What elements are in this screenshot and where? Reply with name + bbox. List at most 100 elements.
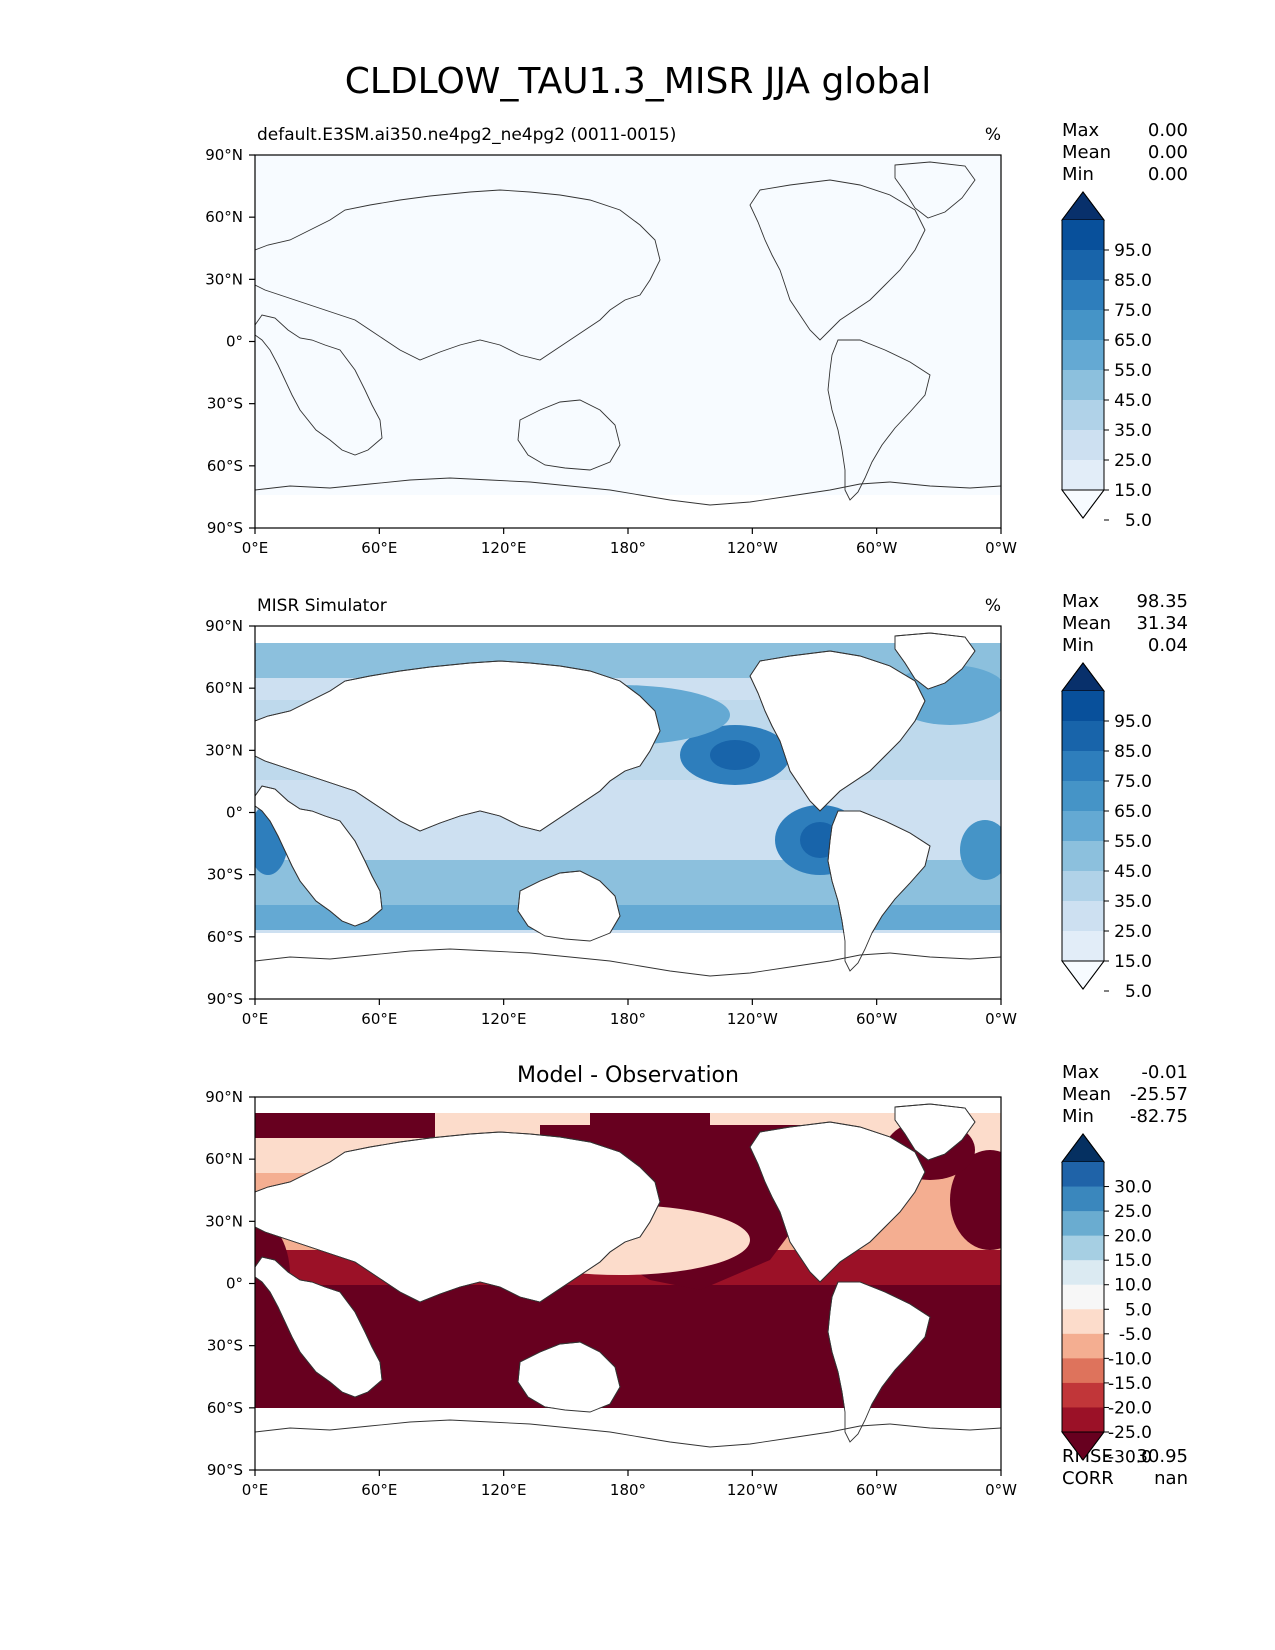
colorbar-extend-max bbox=[1061, 1133, 1105, 1163]
map-area bbox=[255, 1097, 1001, 1470]
y-tick-label: 30°N bbox=[205, 270, 243, 288]
colorbar-segment bbox=[1062, 1358, 1104, 1384]
y-tick-label: 30°N bbox=[205, 1212, 243, 1230]
x-tick-label: 60°W bbox=[856, 539, 898, 557]
stat-value-rmse: 30.95 bbox=[1136, 1446, 1188, 1467]
stat-value-min: -82.75 bbox=[1130, 1106, 1188, 1127]
colorbar-segment bbox=[1062, 370, 1104, 401]
colorbar-segment bbox=[1062, 220, 1104, 251]
x-tick-label: 180° bbox=[610, 1010, 646, 1028]
colorbar-tick-label: 85.0 bbox=[1114, 271, 1152, 291]
stats-block: Max -0.01 Mean -25.57 Min -82.75 RMSE 30… bbox=[1062, 1062, 1188, 1489]
x-tick-label: 120°W bbox=[727, 539, 778, 557]
colorbar-tick-label: 20.0 bbox=[1114, 1227, 1152, 1247]
colorbar-segment bbox=[1062, 310, 1104, 341]
x-tick-label: 120°W bbox=[727, 1481, 778, 1499]
x-tick-label: 180° bbox=[610, 1481, 646, 1499]
x-tick-label: 120°E bbox=[481, 539, 527, 557]
stat-label-mean: Mean bbox=[1062, 613, 1111, 634]
colorbar-tick-label: 95.0 bbox=[1114, 712, 1152, 732]
y-tick-label: 30°S bbox=[207, 1337, 243, 1355]
x-tick-label: 0°E bbox=[242, 1481, 269, 1499]
colorbar-tick-label: -20.0 bbox=[1108, 1398, 1152, 1418]
colorbar-segment bbox=[1062, 280, 1104, 311]
stat-label-min: Min bbox=[1062, 164, 1094, 185]
colorbar-tick-label: 45.0 bbox=[1114, 391, 1152, 411]
panel-ref: MISR Simulator % 0°E 6 bbox=[205, 591, 1188, 1028]
colorbar-segment bbox=[1062, 340, 1104, 371]
colorbar-tick-label: -5.0 bbox=[1119, 1325, 1152, 1345]
stat-value-corr: nan bbox=[1154, 1468, 1188, 1489]
y-tick-label: 30°N bbox=[205, 741, 243, 759]
colorbar-extend-max bbox=[1061, 662, 1105, 692]
colorbar-tick-label: 85.0 bbox=[1114, 742, 1152, 762]
data-field bbox=[255, 155, 1001, 495]
y-tick-label: 90°S bbox=[207, 990, 243, 1008]
colorbar-tick-label: -15.0 bbox=[1108, 1374, 1152, 1394]
colorbar-tick-label: 65.0 bbox=[1114, 802, 1152, 822]
colorbar-segment bbox=[1062, 1162, 1104, 1188]
map-area bbox=[255, 155, 1001, 506]
y-tick-label: 90°S bbox=[207, 1461, 243, 1479]
y-tick-label: 0° bbox=[226, 1275, 243, 1293]
stat-value-mean: 0.00 bbox=[1148, 142, 1188, 163]
x-tick-label: 120°E bbox=[481, 1481, 527, 1499]
colorbar-tick-label: 25.0 bbox=[1114, 451, 1152, 471]
colorbar-tick-label: 65.0 bbox=[1114, 331, 1152, 351]
colorbar-tick-label: 15.0 bbox=[1114, 952, 1152, 972]
x-tick-label: 0°W bbox=[985, 539, 1017, 557]
stat-value-min: 0.04 bbox=[1148, 635, 1188, 656]
colorbar-segment bbox=[1062, 1186, 1104, 1212]
x-tick-label: 60°E bbox=[361, 1481, 397, 1499]
colorbar-tick-label: 55.0 bbox=[1114, 832, 1152, 852]
colorbar-segment bbox=[1062, 1407, 1104, 1433]
colorbar-tick-label: -30.0 bbox=[1108, 1448, 1152, 1468]
stat-label-max: Max bbox=[1062, 1062, 1100, 1083]
colorbar: 30.0 25.0 20.0 15.0 10.0 5.0 -5.0 -10.0 -15.0 -20… bbox=[1061, 1133, 1152, 1468]
colorbar-segment bbox=[1062, 1284, 1104, 1310]
x-tick-label: 120°E bbox=[481, 1010, 527, 1028]
colorbar-segment bbox=[1062, 751, 1104, 782]
y-tick-label: 90°N bbox=[205, 146, 243, 164]
panel-units: % bbox=[985, 596, 1001, 616]
y-tick-label: 90°N bbox=[205, 617, 243, 635]
colorbar-tick-label: 95.0 bbox=[1114, 241, 1152, 261]
colorbar-extend-min bbox=[1061, 960, 1105, 990]
panel-units: % bbox=[985, 125, 1001, 145]
stat-label-rmse: RMSE bbox=[1062, 1446, 1113, 1467]
stat-label-min: Min bbox=[1062, 635, 1094, 656]
colorbar-tick-label: 15.0 bbox=[1114, 481, 1152, 501]
panel-left-title: MISR Simulator bbox=[257, 596, 387, 616]
stat-value-max: 98.35 bbox=[1136, 591, 1188, 612]
figure-title: CLDLOW_TAU1.3_MISR JJA global bbox=[345, 61, 932, 102]
panel-diff: Model - Observation 0°E 60°E 120°E 180° 120°… bbox=[205, 1062, 1188, 1499]
colorbar-segment bbox=[1062, 1333, 1104, 1359]
colorbar-segment bbox=[1062, 691, 1104, 722]
y-tick-label: 60°N bbox=[205, 679, 243, 697]
stat-value-min: 0.00 bbox=[1148, 164, 1188, 185]
colorbar-tick-label: 75.0 bbox=[1114, 301, 1152, 321]
colorbar: 95.0 85.0 75.0 65.0 55.0 45.0 35.0 25.0 15.0 5.0 bbox=[1061, 662, 1152, 1002]
colorbar-segment bbox=[1062, 1382, 1104, 1408]
x-tick-label: 180° bbox=[610, 539, 646, 557]
colorbar-tick-label: 25.0 bbox=[1114, 1202, 1152, 1222]
colorbar-tick-label: -10.0 bbox=[1108, 1349, 1152, 1369]
y-tick-label: 0° bbox=[226, 804, 243, 822]
colorbar-segment bbox=[1062, 781, 1104, 812]
panel-left-title: default.E3SM.ai350.ne4pg2_ne4pg2 (0011-0… bbox=[257, 125, 676, 145]
colorbar-tick-label: 5.0 bbox=[1125, 1300, 1152, 1320]
colorbar-segment bbox=[1062, 1309, 1104, 1335]
y-tick-label: 90°N bbox=[205, 1088, 243, 1106]
colorbar-tick-label: 35.0 bbox=[1114, 892, 1152, 912]
colorbar-segment bbox=[1062, 460, 1104, 491]
x-tick-label: 60°W bbox=[856, 1481, 898, 1499]
x-tick-label: 60°E bbox=[361, 1010, 397, 1028]
stat-value-max: 0.00 bbox=[1148, 120, 1188, 141]
colorbar-tick-label: 35.0 bbox=[1114, 421, 1152, 441]
colorbar-segment bbox=[1062, 841, 1104, 872]
x-tick-label: 60°E bbox=[361, 539, 397, 557]
colorbar-segment bbox=[1062, 1260, 1104, 1286]
y-tick-label: 60°N bbox=[205, 208, 243, 226]
colorbar-tick-label: 5.0 bbox=[1125, 982, 1152, 1002]
